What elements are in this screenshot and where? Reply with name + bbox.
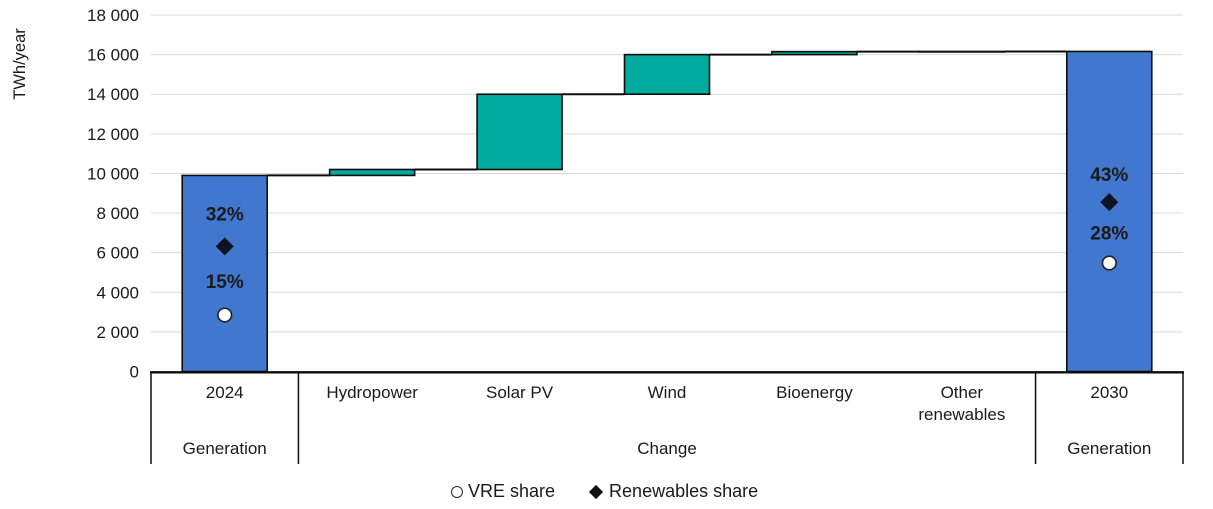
axis-group-label: Generation <box>183 439 267 458</box>
bar-bioenergy <box>771 50 858 56</box>
y-axis-label: TWh/year <box>11 28 29 100</box>
bar-solar-pv <box>476 93 563 171</box>
legend-item-renewables-share: Renewables share <box>588 481 759 502</box>
open-circle-marker-icon <box>451 485 463 498</box>
bar-2030 <box>1065 50 1153 373</box>
y-tick-label: 18 000 <box>87 6 139 25</box>
x-category-label-other-renewables: Other <box>941 383 984 402</box>
axis-group-label: Generation <box>1067 439 1151 458</box>
axis-group-label: Change <box>637 439 697 458</box>
legend: VRE share Renewables share <box>451 481 758 502</box>
y-tick-label: 4 000 <box>96 283 139 302</box>
share-value-label: 28% <box>1090 223 1128 244</box>
x-category-label-2030: 2030 <box>1090 383 1128 402</box>
y-tick-label: 8 000 <box>96 204 139 223</box>
x-category-label-other-renewables: renewables <box>918 405 1005 424</box>
bar-other-renewables <box>918 50 1006 53</box>
y-tick-label: 16 000 <box>87 46 139 65</box>
y-tick-label: 2 000 <box>96 323 139 342</box>
share-value-label: 32% <box>206 205 244 226</box>
x-category-label-2024: 2024 <box>206 383 244 402</box>
share-value-label: 15% <box>206 272 244 293</box>
vre-share-marker <box>1101 255 1117 271</box>
x-category-label-hydropower: Hydropower <box>326 383 418 402</box>
y-tick-label: 10 000 <box>87 164 139 183</box>
x-category-label-solar-pv: Solar PV <box>486 383 554 402</box>
filled-diamond-marker-icon <box>588 484 604 499</box>
renewables-share-marker <box>1100 193 1119 212</box>
vre-share-marker <box>217 307 233 323</box>
y-tick-label: 0 <box>130 363 139 382</box>
x-category-label-wind: Wind <box>648 383 687 402</box>
y-tick-label: 14 000 <box>87 85 139 104</box>
y-tick-label: 6 000 <box>96 244 139 263</box>
bar-wind <box>623 53 711 96</box>
legend-label-vre-share: VRE share <box>468 481 556 501</box>
share-value-label: 43% <box>1090 165 1128 186</box>
y-tick-label: 12 000 <box>87 125 139 144</box>
legend-item-vre-share: VRE share <box>451 481 555 502</box>
legend-label-renewables-share: Renewables share <box>609 481 759 501</box>
x-category-label-bioenergy: Bioenergy <box>776 383 853 402</box>
bar-hydropower <box>328 168 416 177</box>
bar-2024 <box>181 174 269 373</box>
renewables-share-marker <box>215 237 234 256</box>
